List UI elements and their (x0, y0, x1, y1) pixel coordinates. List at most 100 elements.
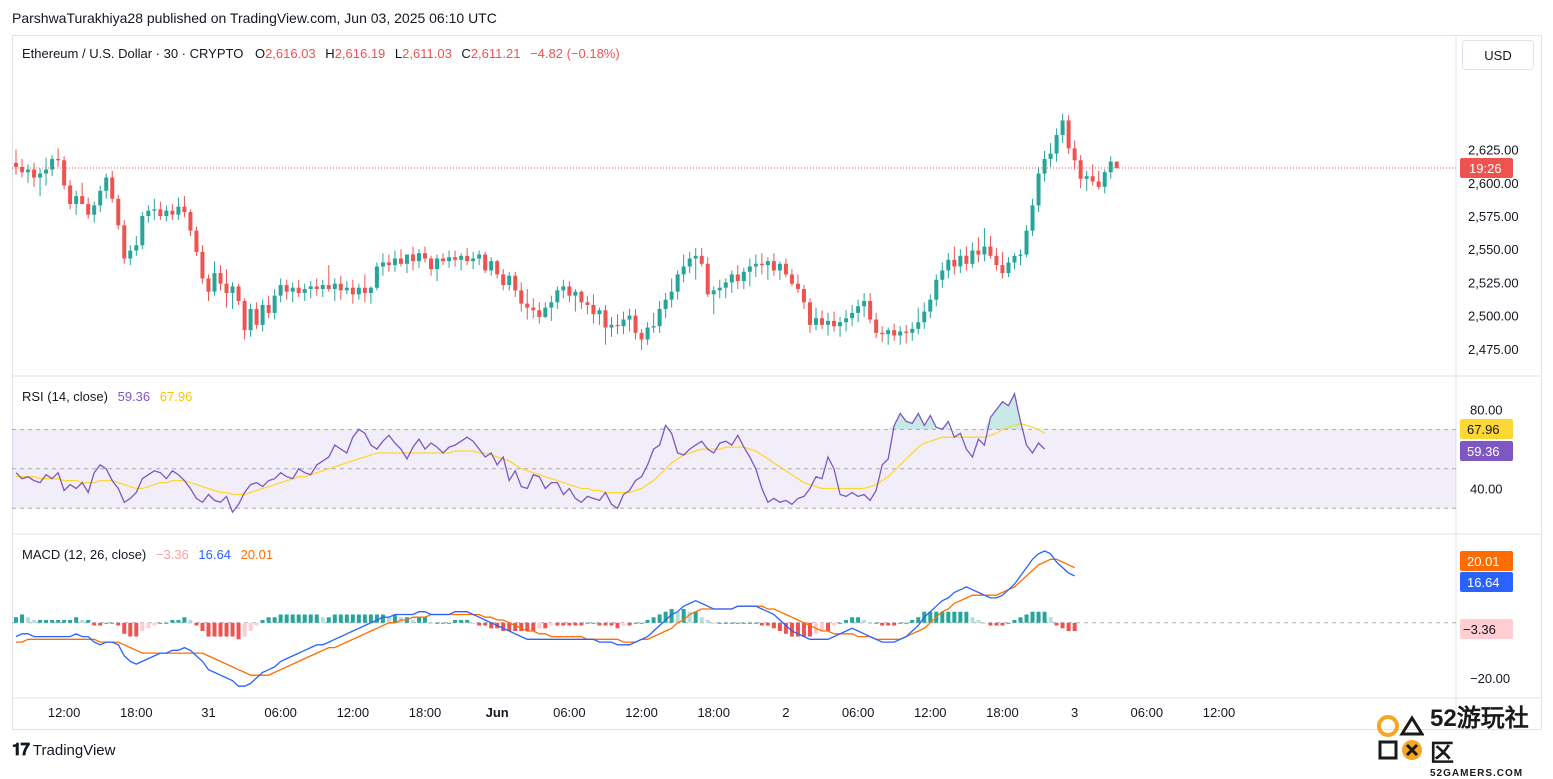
macd-hist-bar (182, 617, 187, 623)
candle-body (549, 302, 554, 308)
macd-hist-bar (669, 608, 674, 623)
candle-body (910, 328, 915, 333)
macd-label[interactable]: MACD (12, 26, close) (22, 547, 147, 562)
candle-body (417, 253, 422, 262)
macd-legend: MACD (12, 26, close) −3.36 16.64 20.01 (22, 547, 279, 562)
candle-body (699, 255, 704, 264)
macd-hist-bar (80, 620, 85, 623)
rsi-label[interactable]: RSI (14, close) (22, 389, 108, 404)
tradingview-footer[interactable]: 𝟏𝟕 TradingView (12, 740, 115, 760)
candle-body (543, 307, 548, 317)
candle-body (982, 246, 987, 255)
candle-body (934, 279, 939, 300)
candle-body (1102, 172, 1107, 187)
candle-body (104, 177, 109, 191)
macd-hist-bar (850, 617, 855, 623)
macd-hist-bar (705, 620, 710, 623)
rsi-value-tag (1460, 441, 1513, 461)
candle-body (266, 304, 271, 313)
macd-hist-bar (164, 622, 169, 624)
candle-body (236, 286, 241, 301)
candle-body (14, 162, 18, 167)
macd-hist-bar (50, 620, 55, 623)
candle-body (759, 263, 764, 266)
candle-body (356, 287, 361, 295)
candle-body (459, 255, 464, 260)
candle-body (735, 274, 740, 282)
macd-value: 16.64 (198, 547, 231, 562)
tradingview-brand: TradingView (32, 741, 116, 759)
macd-hist-bar (110, 622, 115, 624)
time-tick-label: 06:00 (842, 705, 875, 720)
macd-hist-bar (603, 622, 608, 626)
candle-body (964, 255, 969, 264)
candle-body (447, 257, 452, 262)
high-value: 2,616.19 (334, 46, 386, 61)
macd-hist-bar (374, 614, 379, 623)
macd-hist-bar (663, 611, 668, 623)
candle-body (453, 257, 458, 260)
macd-hist-bar (723, 622, 728, 624)
candle-body (747, 266, 752, 272)
rsi-value-tag-label: 59.36 (1467, 444, 1500, 459)
candle-body (591, 304, 596, 315)
candle-body (1012, 255, 1017, 263)
macd-hist-bar (170, 620, 175, 623)
candle-body (188, 212, 193, 231)
macd-hist-bar (868, 622, 873, 624)
time-tick-label: 12:00 (914, 705, 947, 720)
macd-hist-bar (344, 614, 349, 623)
rsi-tick-label: 80.00 (1470, 403, 1503, 418)
macd-hist-bar (465, 620, 470, 623)
macd-hist-bar (976, 620, 981, 623)
candle-body (368, 287, 373, 294)
macd-hist-bar (789, 622, 794, 637)
price-countdown-label: 19:26 (1469, 161, 1502, 176)
price-tick-label: 2,500.00 (1468, 309, 1519, 324)
candle-body (1090, 176, 1095, 182)
macd-hist-bar (681, 608, 686, 623)
macd-hist-bar (56, 620, 61, 623)
candle-body (645, 327, 650, 340)
candle-body (170, 210, 175, 215)
time-tick-label: 18:00 (120, 705, 153, 720)
candle-body (958, 255, 963, 267)
candle-body (988, 246, 993, 256)
macd-hist-bar (152, 622, 157, 626)
macd-hist-bar (729, 622, 734, 624)
macd-signal-tag (1460, 551, 1513, 571)
macd-hist-bar (98, 622, 103, 626)
macd-hist-value: −3.36 (155, 547, 189, 562)
time-tick-label: 31 (201, 705, 215, 720)
macd-signal-value: 20.01 (240, 547, 274, 562)
candle-body (777, 263, 782, 271)
candle-body (946, 259, 951, 271)
macd-hist-bar (501, 622, 506, 632)
candle-body (278, 285, 283, 296)
candle-body (128, 250, 133, 259)
candle-body (380, 262, 385, 267)
macd-hist-bar (543, 622, 548, 629)
macd-hist-bar (633, 622, 638, 624)
macd-hist-bar (224, 622, 229, 637)
candle-body (74, 196, 79, 205)
macd-hist-bar (326, 617, 331, 623)
candle-body (868, 300, 873, 320)
macd-hist-bar (477, 622, 482, 626)
candle-body (603, 310, 608, 328)
macd-hist-bar (946, 611, 951, 623)
macd-hist-bar (483, 622, 488, 626)
low-label: L (394, 46, 403, 61)
candle-body (194, 230, 199, 252)
macd-hist-bar (1006, 622, 1011, 624)
macd-hist-bar (964, 611, 969, 623)
candle-body (495, 261, 500, 275)
symbol-label[interactable]: Ethereum / U.S. Dollar · 30 · CRYPTO (22, 46, 244, 61)
candle-body (579, 291, 584, 303)
candle-body (1036, 173, 1041, 206)
candle-body (844, 318, 849, 323)
macd-hist-bar (200, 622, 205, 632)
currency-selector[interactable]: USD (1462, 40, 1534, 70)
macd-hist-bar (146, 622, 151, 629)
